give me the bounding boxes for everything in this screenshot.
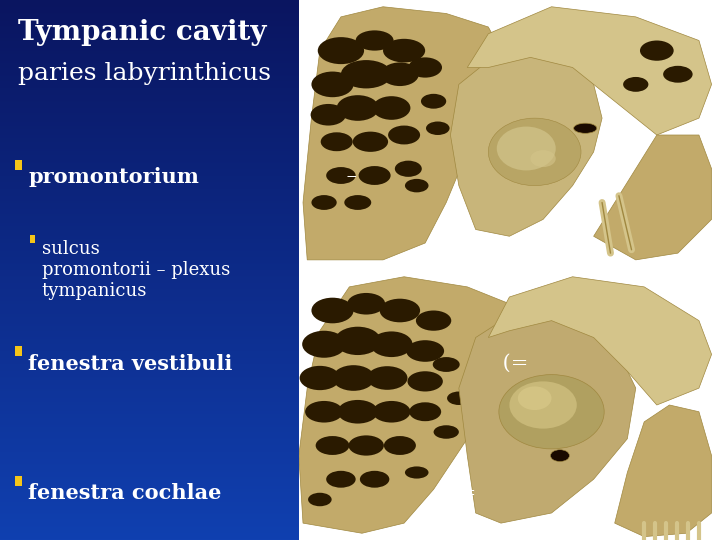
Ellipse shape [551,450,570,462]
Ellipse shape [623,77,649,92]
Ellipse shape [337,95,379,121]
Polygon shape [594,135,711,260]
Ellipse shape [341,60,392,89]
Text: (=: (= [496,354,528,373]
Ellipse shape [383,39,426,63]
Ellipse shape [359,166,391,185]
Ellipse shape [305,401,343,422]
Ellipse shape [408,57,442,78]
Ellipse shape [497,126,556,171]
Text: fenestra cochlae: fenestra cochlae [28,483,222,503]
Polygon shape [299,276,518,534]
Ellipse shape [510,381,577,429]
Ellipse shape [370,332,413,357]
Polygon shape [459,310,636,523]
Ellipse shape [379,299,420,322]
Ellipse shape [320,132,353,151]
Ellipse shape [433,357,459,372]
Ellipse shape [499,375,604,449]
Ellipse shape [347,293,385,314]
Polygon shape [488,276,711,405]
Ellipse shape [447,392,471,405]
Ellipse shape [300,366,340,390]
Ellipse shape [488,118,581,186]
Ellipse shape [302,330,346,357]
FancyBboxPatch shape [15,160,22,170]
FancyBboxPatch shape [15,476,22,486]
Ellipse shape [421,94,446,109]
Ellipse shape [312,298,354,323]
Ellipse shape [333,365,374,391]
Text: paries labyrinthicus: paries labyrinthicus [18,62,271,85]
Ellipse shape [367,366,408,390]
Polygon shape [467,6,711,135]
Ellipse shape [518,387,552,410]
Ellipse shape [335,327,381,355]
Ellipse shape [405,179,428,192]
Ellipse shape [408,372,443,392]
Text: –: – [340,167,357,186]
Ellipse shape [384,436,416,455]
Ellipse shape [395,160,422,177]
Text: sulcus
promontorii – plexus
tympanicus: sulcus promontorii – plexus tympanicus [42,240,230,300]
FancyBboxPatch shape [30,235,35,243]
Ellipse shape [372,96,410,120]
Ellipse shape [381,63,419,86]
Ellipse shape [416,310,451,330]
Ellipse shape [308,492,332,507]
Ellipse shape [531,150,556,167]
Ellipse shape [372,401,410,422]
Ellipse shape [406,340,444,362]
Ellipse shape [348,435,384,456]
Ellipse shape [326,167,356,184]
Text: Tympanic cavity: Tympanic cavity [18,19,266,46]
Ellipse shape [315,436,349,455]
Text: promontorium: promontorium [28,167,199,187]
Ellipse shape [426,122,449,135]
Ellipse shape [310,104,346,126]
Ellipse shape [640,40,674,60]
Ellipse shape [574,123,597,133]
Text: fenestra vestibuli: fenestra vestibuli [28,354,233,374]
Ellipse shape [388,126,420,144]
Ellipse shape [312,195,337,210]
Ellipse shape [326,471,356,488]
FancyBboxPatch shape [15,346,22,356]
Ellipse shape [433,426,459,438]
Polygon shape [615,405,711,537]
Text: (=: (= [444,483,477,502]
Ellipse shape [318,37,364,64]
Ellipse shape [338,400,378,423]
Polygon shape [451,51,602,237]
Ellipse shape [405,467,428,478]
Ellipse shape [353,132,388,152]
Ellipse shape [360,471,390,488]
Ellipse shape [344,195,372,210]
Ellipse shape [663,66,693,83]
Polygon shape [303,6,501,260]
Ellipse shape [356,30,394,51]
Ellipse shape [312,71,354,97]
Ellipse shape [409,402,441,421]
